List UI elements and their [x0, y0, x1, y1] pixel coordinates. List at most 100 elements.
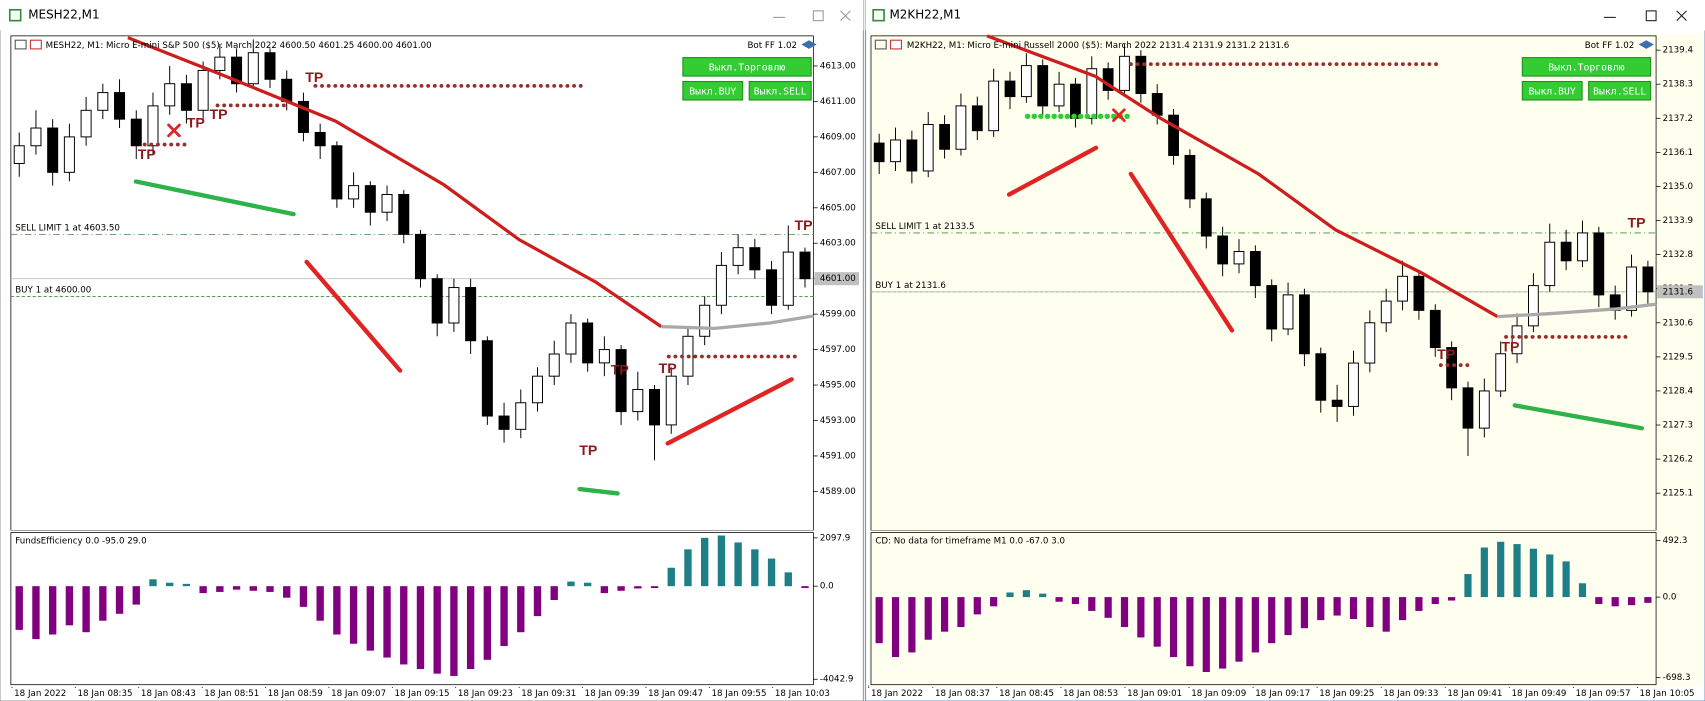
histogram-bar	[450, 586, 458, 676]
histogram-bar	[1366, 597, 1374, 628]
tp-label: TP	[210, 106, 228, 122]
maximize-button[interactable]	[812, 10, 824, 22]
trend-stroke	[304, 259, 403, 373]
histogram-bar	[65, 586, 74, 626]
histogram-bar	[1120, 597, 1129, 628]
candle-body	[1233, 251, 1245, 265]
x-tick-label: 18 Jan 09:33	[1383, 689, 1438, 699]
candle-body	[13, 145, 25, 164]
button-label[interactable]: Выкл.BUY	[689, 86, 736, 97]
candle-body	[97, 92, 109, 111]
x-tick-label: 18 Jan 10:05	[1640, 689, 1695, 699]
candle-body	[381, 194, 393, 213]
toggle-button[interactable]	[1521, 80, 1583, 101]
candle-body	[1168, 114, 1179, 156]
title-bar[interactable]	[865, 0, 1705, 31]
tp-label: TP	[1627, 215, 1645, 231]
histogram-bar	[483, 586, 492, 660]
button-label[interactable]: Выкл.Торговлю	[1548, 62, 1625, 73]
histogram-bar	[1235, 597, 1243, 662]
close-button[interactable]	[840, 10, 851, 22]
histogram-bar	[1464, 574, 1472, 598]
candle-body	[890, 139, 901, 163]
histogram-bar	[1186, 597, 1194, 667]
histogram-bar	[1022, 590, 1030, 598]
button-label[interactable]: Выкл.BUY	[1529, 86, 1576, 97]
window-icon	[8, 8, 22, 22]
toggle-button[interactable]	[1521, 57, 1652, 77]
toggle-button[interactable]	[1588, 80, 1652, 101]
candle-body	[939, 123, 950, 150]
candle-body	[732, 247, 744, 266]
candle-body	[481, 340, 493, 417]
candle-body	[988, 80, 1000, 132]
histogram-bar	[533, 586, 542, 617]
candle-body	[1478, 390, 1490, 429]
y-tick-label: 2129.5	[1663, 352, 1693, 362]
histogram-bar	[973, 597, 981, 615]
histogram-bar	[1431, 597, 1439, 605]
toggle-button[interactable]	[748, 80, 812, 101]
toggle-button[interactable]	[682, 80, 744, 101]
candle-body	[1070, 83, 1081, 119]
x-tick-label: 18 Jan 10:03	[775, 689, 830, 699]
y-tick-label: 2125.1	[1663, 489, 1693, 499]
header-icon	[890, 39, 902, 50]
button-label[interactable]: Выкл.SELL	[754, 86, 807, 97]
candle-body	[348, 185, 360, 200]
x-tick-label: 18 Jan 09:01	[1127, 689, 1182, 699]
candle-body	[1331, 399, 1343, 407]
x-tick-label: 18 Jan 09:25	[1319, 689, 1374, 699]
x-tick-label: 18 Jan 08:53	[1063, 689, 1118, 699]
candle-body	[1642, 266, 1654, 293]
bid-label: 4601.00	[820, 274, 856, 284]
y-tick-label: 2130.6	[1663, 318, 1693, 328]
y-tick-label: 4589.00	[820, 487, 856, 497]
histogram-bar	[1219, 597, 1227, 669]
candle-body	[1462, 387, 1474, 429]
candle-body	[1184, 154, 1196, 200]
histogram-bar	[1529, 548, 1537, 598]
histogram-bar	[767, 558, 776, 587]
candle-body	[1495, 353, 1507, 392]
candle-body	[531, 375, 544, 404]
title-bar[interactable]	[0, 0, 864, 31]
candle-body	[1299, 294, 1310, 355]
toggle-button[interactable]	[682, 57, 812, 77]
ma-line	[127, 36, 663, 328]
tp-label: TP	[1501, 339, 1519, 355]
y-tick-label: 2097.9	[820, 533, 850, 543]
candle-body	[1348, 362, 1359, 407]
y-tick-label: 2138.3	[1663, 80, 1693, 90]
histogram-bar	[1104, 597, 1112, 618]
histogram-bar	[132, 586, 140, 605]
button-label[interactable]: Выкл.Торговлю	[709, 62, 786, 73]
candle-body	[1380, 300, 1392, 324]
histogram-bar	[1644, 597, 1652, 603]
y-tick-label: 2136.1	[1663, 148, 1693, 158]
histogram-bar	[48, 586, 57, 635]
histogram-bar	[400, 586, 408, 665]
trend-stroke	[577, 486, 620, 496]
window-title: MESH22,M1	[28, 8, 99, 22]
candle-body	[214, 56, 226, 71]
chart-header: MESH22, M1: Micro E-mini S&P 500 ($5): M…	[46, 41, 432, 51]
histogram-bar	[801, 586, 809, 589]
candle-body	[314, 131, 326, 147]
close-button[interactable]	[1676, 10, 1687, 22]
histogram-bar	[940, 597, 949, 632]
y-tick-label: 4607.00	[820, 168, 856, 178]
candle-body	[197, 69, 209, 111]
maximize-button[interactable]	[1645, 10, 1657, 22]
x-tick-label: 18 Jan 09:47	[648, 689, 703, 699]
candle-body	[465, 287, 477, 342]
x-tick-label: 18 Jan 08:37	[935, 689, 990, 699]
candle-body	[1364, 322, 1376, 364]
tp-label: TP	[138, 146, 156, 162]
candle-body	[364, 185, 376, 213]
histogram-bar	[1382, 597, 1390, 632]
button-label[interactable]: Выкл.SELL	[1593, 86, 1646, 97]
candle-body	[1577, 232, 1588, 262]
candle-body	[782, 251, 794, 306]
y-tick-label: -4042.9	[820, 675, 854, 685]
